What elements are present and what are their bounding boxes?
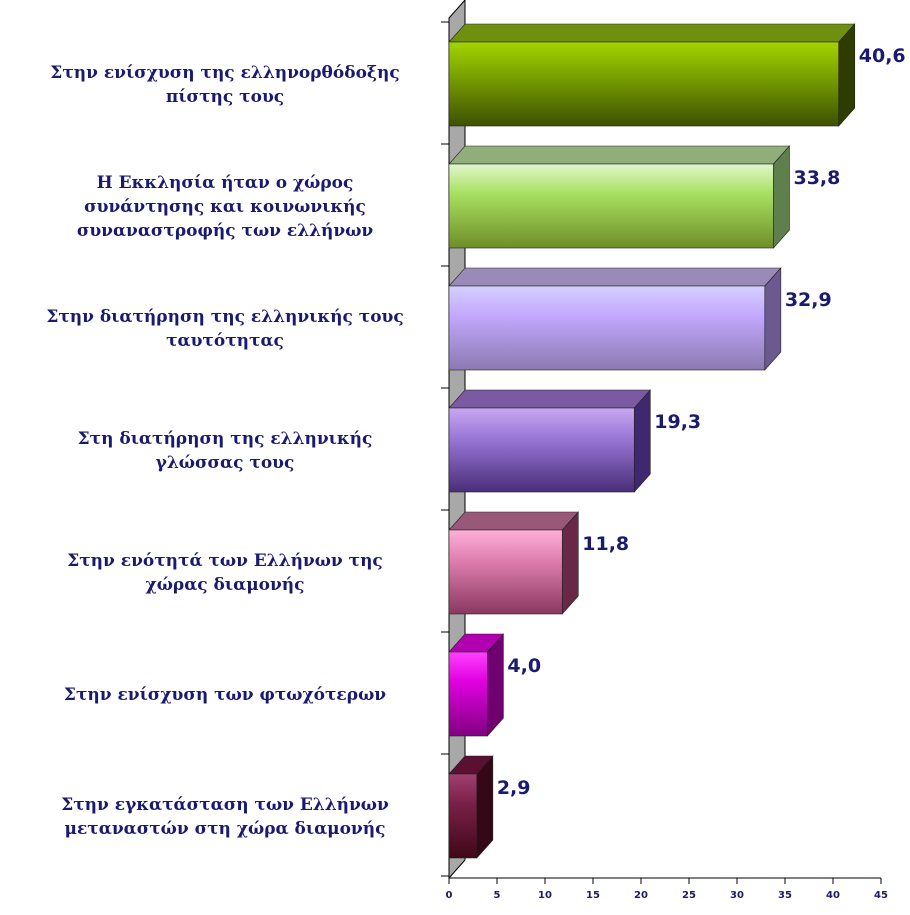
bar-top-face: [448, 389, 651, 409]
category-label-line: Στη διατήρηση της ελληνικής: [78, 429, 373, 449]
bar-front-face: [448, 163, 774, 249]
bar-top-face: [448, 145, 791, 165]
bar-front-face: [448, 773, 478, 859]
x-tick-label: 30: [730, 890, 744, 901]
x-tick-label: 5: [494, 890, 501, 901]
category-label-line: Στην ενίσχυση των φτωχότερων: [64, 685, 386, 705]
bar-6: 4,0: [448, 633, 541, 737]
category-label-line: πίστης τους: [166, 87, 284, 107]
category-label-line: Στην εγκατάσταση των Ελλήνων: [61, 795, 389, 815]
bar-front-face: [448, 529, 563, 615]
category-label-line: συναναστροφής των ελλήνων: [77, 221, 374, 241]
bar-top-face: [448, 267, 782, 287]
category-label-line: χώρας διαμονής: [146, 575, 305, 595]
category-label-line: Στην διατήρηση της ελληνικής τους: [46, 307, 403, 327]
x-tick-label: 40: [826, 890, 840, 901]
x-tick-label: 15: [586, 890, 600, 901]
data-label: 4,0: [507, 655, 541, 677]
bar-front-face: [448, 285, 766, 371]
data-label: 19,3: [654, 411, 701, 433]
category-label: Στην ενίσχυση των φτωχότερων: [64, 685, 386, 705]
category-label-line: Στην ενότητά των Ελλήνων της: [67, 551, 383, 571]
category-label-line: Η Εκκλησία ήταν ο χώρος: [97, 173, 354, 193]
x-tick-label: 0: [446, 890, 453, 901]
category-label: Στην ενίσχυση της ελληνορθόδοξης πίστης τ…: [50, 63, 399, 107]
x-tick-label: 35: [778, 890, 792, 901]
bar-side-face: [633, 389, 651, 493]
bar-front-face: [448, 407, 635, 493]
x-tick-label: 20: [634, 890, 648, 901]
data-label: 33,8: [793, 167, 840, 189]
data-label: 11,8: [582, 533, 629, 555]
bar-1: 40,6: [448, 23, 906, 127]
bar-front-face: [448, 41, 840, 127]
category-label-line: γλώσσας τους: [156, 453, 295, 473]
bar-top-face: [448, 511, 579, 531]
category-label: Στην εγκατάσταση των Ελλήνων μεταναστών σ…: [61, 795, 389, 839]
bar-top-face: [448, 23, 856, 43]
bar-side-face: [773, 145, 790, 249]
category-labels: Στην ενίσχυση της ελληνορθόδοξης πίστης τ…: [46, 63, 403, 839]
bar-7: 2,9: [448, 755, 531, 859]
bar-2: 33,8: [448, 145, 840, 249]
x-tick-label: 10: [538, 890, 552, 901]
x-tick-label: 45: [874, 890, 888, 901]
category-label-line: συνάντησης και κοινωνικής: [84, 197, 366, 217]
data-label: 32,9: [785, 289, 832, 311]
bar-side-face: [476, 755, 494, 859]
data-label: 40,6: [859, 45, 906, 67]
bar-3: 32,9: [448, 267, 832, 371]
bar-side-face: [487, 633, 504, 737]
bar-side-face: [838, 23, 856, 127]
category-label-line: ταυτότητας: [166, 331, 284, 351]
bar-front-face: [448, 651, 488, 737]
category-label: Στην διατήρηση της ελληνικής τους ταυτότη…: [46, 307, 403, 351]
bar-side-face: [764, 267, 782, 371]
bar-4: 19,3: [448, 389, 701, 493]
category-label: Η Εκκλησία ήταν ο χώρος συνάντησης και κο…: [77, 173, 374, 241]
bars-group: 40,6 33,8 32,9 19,3 11,8 4,0 2,9: [448, 23, 906, 859]
category-label-line: μεταναστών στη χώρα διαμονής: [65, 819, 386, 839]
data-label: 2,9: [497, 777, 531, 799]
category-label: Στην ενότητά των Ελλήνων της χώρας διαμον…: [67, 551, 383, 595]
category-label: Στη διατήρηση της ελληνικής γλώσσας τους: [78, 429, 373, 473]
x-tick-label: 25: [682, 890, 696, 901]
bar-side-face: [561, 511, 579, 615]
category-label-line: Στην ενίσχυση της ελληνορθόδοξης: [50, 63, 399, 83]
bar-5: 11,8: [448, 511, 629, 615]
